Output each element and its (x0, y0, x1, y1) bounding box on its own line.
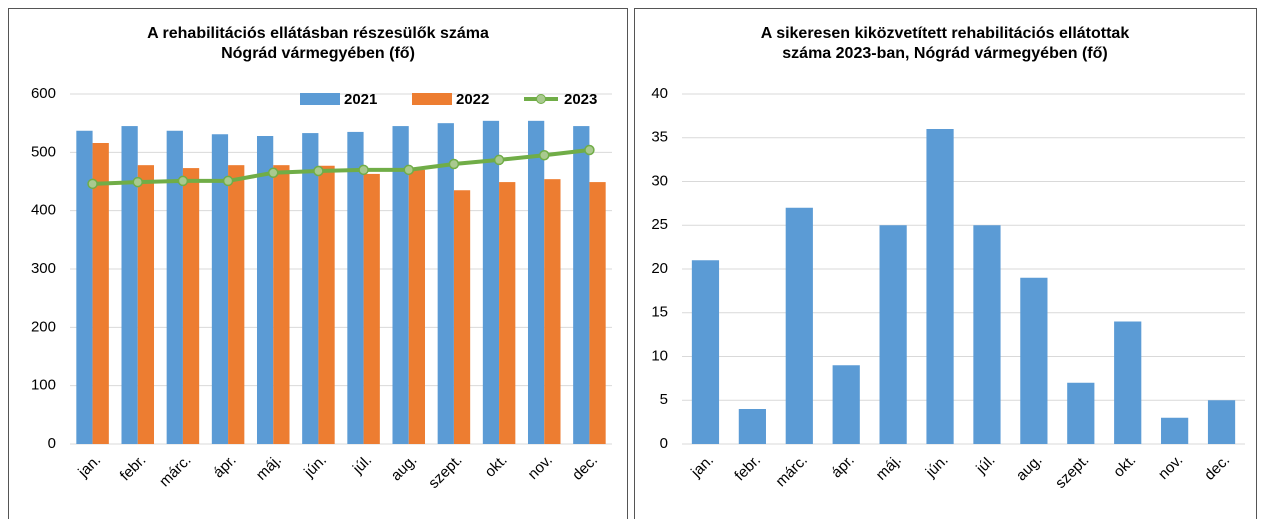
legend-label: 2023 (564, 91, 597, 108)
y-tick-label: 500 (31, 143, 56, 160)
bar (256, 136, 274, 444)
marker (493, 154, 505, 166)
bar (879, 225, 907, 444)
bar (392, 126, 409, 444)
bar (1161, 417, 1189, 444)
bar (926, 129, 954, 444)
bar (363, 173, 380, 444)
legend-swatch (536, 94, 546, 104)
y-tick-label: 15 (651, 304, 668, 321)
y-tick-label: 0 (660, 435, 668, 452)
bar (76, 130, 93, 444)
legend-label: 2021 (344, 91, 377, 108)
bar (92, 143, 109, 444)
chart-title: A rehabilitációs ellátásban részesülők s… (147, 25, 489, 42)
bar (544, 179, 561, 444)
bar (408, 169, 426, 445)
marker (584, 144, 595, 156)
bar (437, 123, 454, 445)
marker (448, 158, 460, 170)
y-tick-label: 400 (31, 202, 56, 219)
y-tick-label: 20 (651, 260, 668, 277)
y-tick-label: 10 (651, 347, 668, 364)
bar (832, 365, 860, 444)
y-tick-label: 30 (651, 172, 668, 189)
bar (1207, 400, 1236, 444)
y-tick-label: 200 (31, 318, 56, 335)
chart-title: A sikeresen kiközvetített rehabilitációs… (761, 25, 1130, 42)
bar (691, 260, 720, 444)
bar (273, 165, 290, 444)
marker (313, 165, 324, 177)
chart-title: Nógrád vármegyében (fő) (221, 45, 415, 62)
marker (222, 175, 234, 187)
marker (358, 164, 369, 176)
y-tick-label: 40 (651, 85, 668, 102)
marker (539, 150, 550, 161)
marker (403, 164, 414, 176)
bar (527, 120, 545, 444)
bar (482, 120, 500, 444)
y-tick-label: 600 (31, 85, 56, 102)
marker (132, 176, 143, 188)
bar (228, 165, 245, 444)
bar (347, 131, 364, 444)
chart-title: száma 2023-ban, Nógrád vármegyében (fő) (782, 45, 1107, 62)
bar (318, 165, 335, 444)
bar (1067, 382, 1095, 444)
bar (211, 134, 229, 444)
y-tick-label: 25 (651, 216, 668, 233)
bar (738, 409, 766, 444)
marker (87, 178, 98, 190)
bar (1020, 277, 1048, 444)
bar (973, 225, 1001, 444)
bar (182, 168, 200, 445)
bar (137, 165, 155, 444)
y-tick-label: 300 (31, 260, 56, 277)
y-tick-label: 35 (651, 129, 668, 146)
bar (453, 190, 471, 444)
bar (589, 182, 606, 445)
marker (177, 175, 189, 187)
marker (268, 167, 279, 178)
y-tick-label: 0 (48, 435, 56, 452)
bar (121, 126, 138, 444)
line (92, 148, 590, 186)
legend-swatch (412, 93, 452, 105)
legend-swatch (300, 93, 340, 105)
y-tick-label: 5 (660, 391, 668, 408)
bar (785, 207, 813, 444)
legend-label: 2022 (456, 91, 489, 108)
y-tick-label: 100 (31, 377, 56, 394)
bar (1114, 321, 1142, 444)
bar (573, 126, 590, 444)
bar (166, 130, 183, 444)
bar (499, 182, 516, 445)
bar (302, 133, 319, 445)
